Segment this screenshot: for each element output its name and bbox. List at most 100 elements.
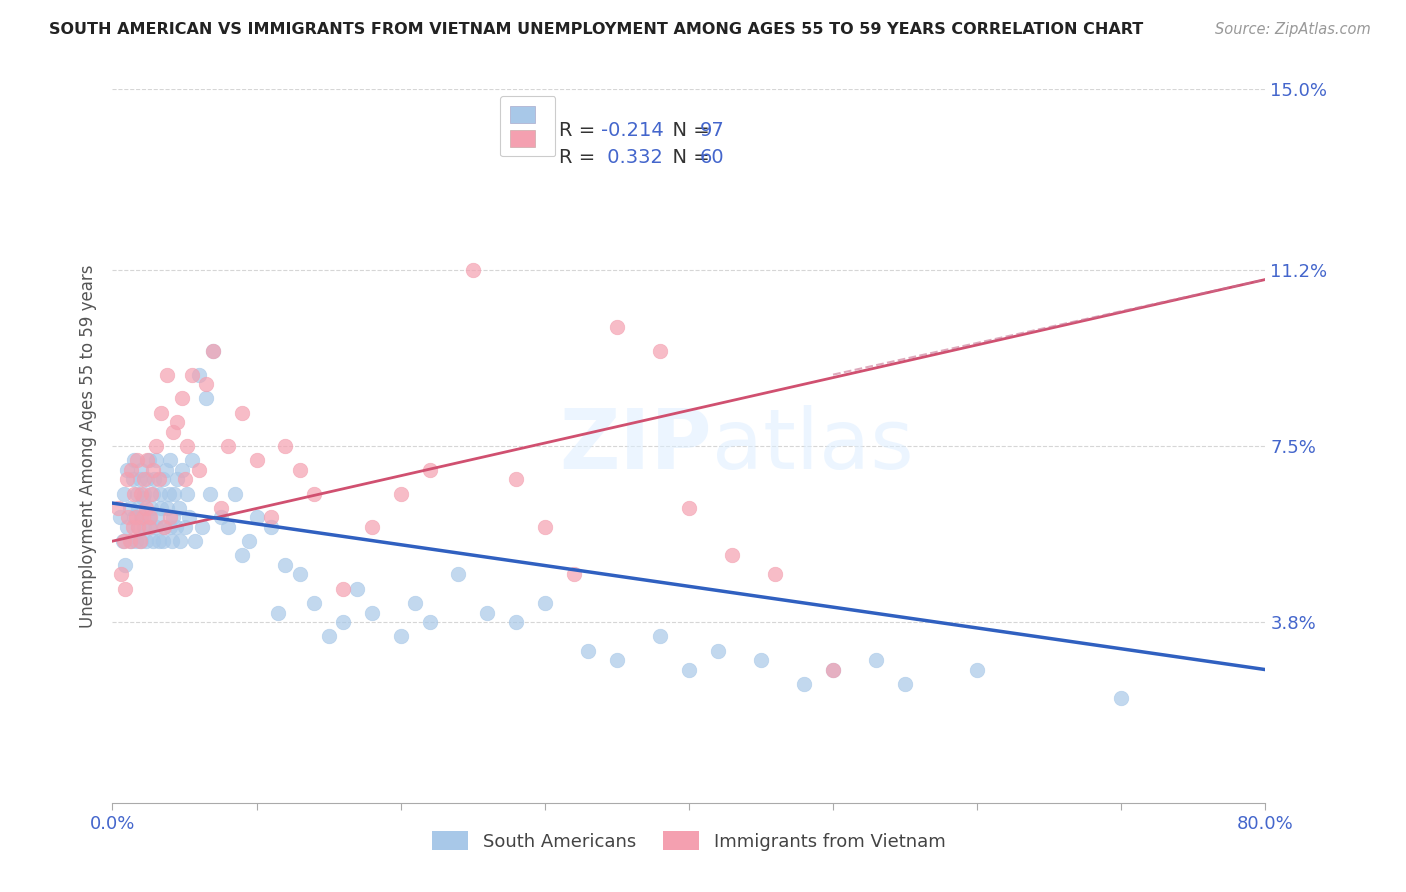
Point [188, 368, 211, 382]
Text: 97: 97 [700, 120, 724, 140]
Text: -0.214: -0.214 [602, 120, 664, 140]
Point [142, 534, 165, 549]
Text: 60: 60 [700, 148, 724, 168]
Point [1111, 691, 1133, 706]
Point [389, 486, 412, 500]
Point [139, 520, 162, 534]
Point [138, 510, 160, 524]
Point [117, 510, 139, 524]
Point [231, 549, 253, 563]
Point [155, 463, 177, 477]
Point [749, 653, 772, 667]
Point [124, 510, 146, 524]
Point [246, 453, 269, 467]
Point [865, 653, 887, 667]
Point [145, 439, 167, 453]
Point [127, 520, 149, 534]
Point [389, 629, 412, 643]
Point [121, 520, 143, 534]
Point [166, 415, 188, 429]
Point [238, 534, 260, 549]
Point [134, 520, 156, 534]
Point [165, 520, 187, 534]
Point [148, 472, 170, 486]
Point [318, 629, 340, 643]
Point [134, 486, 156, 500]
Point [152, 472, 174, 486]
Point [115, 463, 138, 477]
Point [447, 567, 470, 582]
Point [332, 582, 354, 596]
Point [195, 392, 218, 406]
Point [332, 615, 354, 629]
Point [188, 463, 211, 477]
Point [156, 500, 179, 515]
Point [136, 472, 159, 486]
Point [108, 510, 131, 524]
Point [142, 486, 165, 500]
Text: N =: N = [661, 120, 716, 140]
Point [176, 486, 198, 500]
Point [122, 453, 145, 467]
Point [141, 486, 163, 500]
Point [419, 463, 441, 477]
Point [120, 463, 142, 477]
Point [146, 510, 169, 524]
Point [169, 534, 191, 549]
Text: 0.332: 0.332 [602, 148, 664, 168]
Point [135, 534, 157, 549]
Point [260, 510, 283, 524]
Point [150, 500, 173, 515]
Point [505, 615, 527, 629]
Point [274, 439, 297, 453]
Point [576, 643, 599, 657]
Point [288, 463, 311, 477]
Point [139, 510, 162, 524]
Point [246, 510, 269, 524]
Point [562, 567, 585, 582]
Point [162, 425, 184, 439]
Point [606, 653, 628, 667]
Point [110, 567, 132, 582]
Point [191, 520, 214, 534]
Point [793, 677, 815, 691]
Point [304, 486, 326, 500]
Point [156, 368, 179, 382]
Text: R =: R = [560, 120, 602, 140]
Point [136, 453, 159, 467]
Text: Source: ZipAtlas.com: Source: ZipAtlas.com [1215, 22, 1371, 37]
Point [132, 491, 155, 506]
Point [141, 500, 163, 515]
Text: SOUTH AMERICAN VS IMMIGRANTS FROM VIETNAM UNEMPLOYMENT AMONG AGES 55 TO 59 YEARS: SOUTH AMERICAN VS IMMIGRANTS FROM VIETNA… [49, 22, 1143, 37]
Point [128, 534, 150, 549]
Point [142, 463, 165, 477]
Point [153, 520, 176, 534]
Point [721, 549, 744, 563]
Point [202, 343, 225, 358]
Text: N =: N = [661, 148, 716, 168]
Point [606, 320, 628, 334]
Point [173, 472, 195, 486]
Point [821, 663, 844, 677]
Point [650, 343, 672, 358]
Point [122, 486, 145, 500]
Point [195, 377, 218, 392]
Point [118, 534, 141, 549]
Point [678, 663, 700, 677]
Point [650, 629, 672, 643]
Point [209, 510, 232, 524]
Point [166, 472, 188, 486]
Point [115, 472, 138, 486]
Point [159, 453, 181, 467]
Point [202, 343, 225, 358]
Point [288, 567, 311, 582]
Point [107, 500, 129, 515]
Point [125, 453, 148, 467]
Point [145, 453, 167, 467]
Point [167, 500, 190, 515]
Point [231, 406, 253, 420]
Point [505, 472, 527, 486]
Point [346, 582, 368, 596]
Point [121, 472, 143, 486]
Point [134, 472, 156, 486]
